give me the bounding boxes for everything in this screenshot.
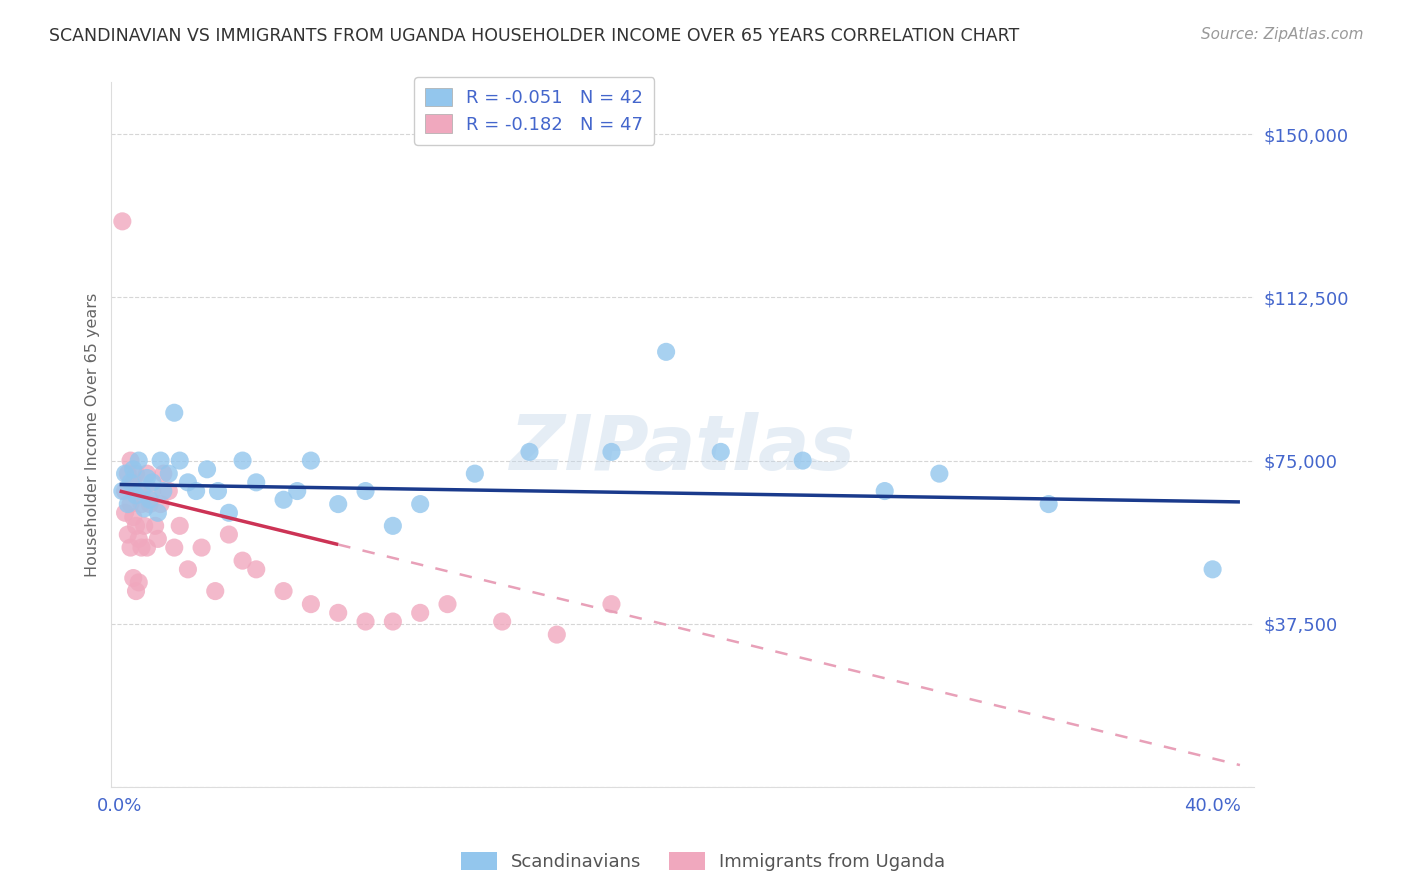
- Point: [157, 483, 180, 498]
- Point: [125, 467, 148, 481]
- Point: [381, 615, 404, 629]
- Point: [184, 483, 207, 498]
- Point: [1038, 497, 1060, 511]
- Y-axis label: Householder Income Over 65 years: Householder Income Over 65 years: [86, 293, 100, 576]
- Point: [136, 541, 159, 555]
- Point: [122, 475, 145, 490]
- Point: [299, 453, 322, 467]
- Text: SCANDINAVIAN VS IMMIGRANTS FROM UGANDA HOUSEHOLDER INCOME OVER 65 YEARS CORRELAT: SCANDINAVIAN VS IMMIGRANTS FROM UGANDA H…: [49, 27, 1019, 45]
- Point: [117, 527, 139, 541]
- Point: [114, 467, 136, 481]
- Point: [128, 575, 150, 590]
- Point: [122, 510, 145, 524]
- Point: [409, 606, 432, 620]
- Point: [117, 467, 139, 481]
- Point: [131, 497, 153, 511]
- Point: [1201, 562, 1223, 576]
- Point: [143, 519, 166, 533]
- Point: [128, 532, 150, 546]
- Point: [232, 453, 254, 467]
- Point: [245, 475, 267, 490]
- Legend: Scandinavians, Immigrants from Uganda: Scandinavians, Immigrants from Uganda: [453, 845, 953, 879]
- Point: [134, 519, 156, 533]
- Point: [117, 497, 139, 511]
- Point: [163, 406, 186, 420]
- Point: [128, 453, 150, 467]
- Point: [436, 597, 458, 611]
- Point: [122, 462, 145, 476]
- Point: [190, 541, 212, 555]
- Point: [125, 519, 148, 533]
- Point: [600, 597, 623, 611]
- Point: [125, 584, 148, 599]
- Point: [519, 445, 541, 459]
- Point: [136, 467, 159, 481]
- Point: [299, 597, 322, 611]
- Point: [157, 467, 180, 481]
- Point: [655, 344, 678, 359]
- Point: [873, 483, 896, 498]
- Point: [163, 541, 186, 555]
- Point: [177, 562, 200, 576]
- Point: [114, 506, 136, 520]
- Point: [207, 483, 229, 498]
- Point: [120, 475, 142, 490]
- Point: [131, 541, 153, 555]
- Point: [273, 584, 295, 599]
- Point: [232, 554, 254, 568]
- Point: [195, 462, 218, 476]
- Point: [131, 483, 153, 498]
- Point: [169, 519, 191, 533]
- Point: [381, 519, 404, 533]
- Point: [600, 445, 623, 459]
- Point: [125, 488, 148, 502]
- Point: [792, 453, 814, 467]
- Point: [409, 497, 432, 511]
- Legend: R = -0.051   N = 42, R = -0.182   N = 47: R = -0.051 N = 42, R = -0.182 N = 47: [413, 77, 654, 145]
- Point: [114, 483, 136, 498]
- Point: [120, 497, 142, 511]
- Point: [134, 501, 156, 516]
- Point: [328, 497, 350, 511]
- Point: [245, 562, 267, 576]
- Point: [149, 453, 172, 467]
- Point: [120, 453, 142, 467]
- Point: [122, 571, 145, 585]
- Point: [464, 467, 486, 481]
- Point: [491, 615, 513, 629]
- Point: [218, 527, 240, 541]
- Point: [354, 483, 377, 498]
- Point: [285, 483, 308, 498]
- Point: [111, 483, 134, 498]
- Point: [328, 606, 350, 620]
- Point: [111, 214, 134, 228]
- Point: [928, 467, 950, 481]
- Point: [204, 584, 226, 599]
- Point: [138, 497, 160, 511]
- Point: [177, 475, 200, 490]
- Point: [120, 541, 142, 555]
- Point: [128, 483, 150, 498]
- Point: [152, 483, 174, 498]
- Point: [218, 506, 240, 520]
- Point: [710, 445, 733, 459]
- Point: [141, 483, 163, 498]
- Text: Source: ZipAtlas.com: Source: ZipAtlas.com: [1201, 27, 1364, 42]
- Point: [169, 453, 191, 467]
- Point: [273, 492, 295, 507]
- Point: [152, 467, 174, 481]
- Point: [136, 471, 159, 485]
- Point: [138, 492, 160, 507]
- Point: [546, 627, 568, 641]
- Text: ZIPatlas: ZIPatlas: [509, 411, 855, 485]
- Point: [141, 475, 163, 490]
- Point: [146, 506, 169, 520]
- Point: [149, 497, 172, 511]
- Point: [354, 615, 377, 629]
- Point: [146, 532, 169, 546]
